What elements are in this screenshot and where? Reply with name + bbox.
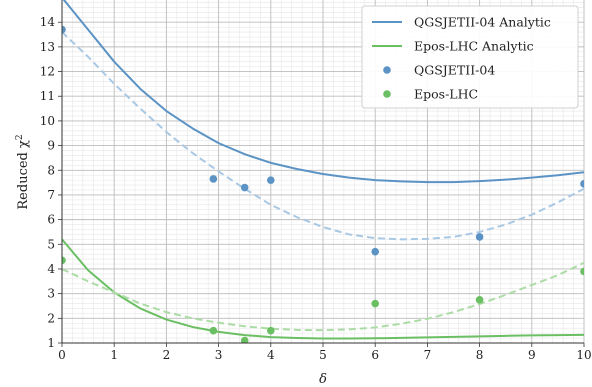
x-tick-label: 4 bbox=[267, 348, 275, 362]
x-tick-label: 8 bbox=[476, 348, 484, 362]
analytic-line bbox=[62, 238, 584, 340]
y-axis-label-main: Reduced χ bbox=[16, 140, 31, 210]
data-point bbox=[475, 296, 484, 304]
x-tick-labels: 0 1 2 3 4 5 6 7 8 9 10 bbox=[58, 348, 591, 362]
legend-dot-swatch bbox=[383, 66, 391, 74]
data-point bbox=[371, 247, 380, 256]
y-tick-label: 2 bbox=[47, 311, 55, 325]
y-axis-label-superscript: 2 bbox=[15, 134, 25, 140]
plot-area bbox=[62, 0, 584, 343]
dashed-fit-line bbox=[62, 261, 584, 332]
legend-label: QGSJETII-04 Analytic bbox=[414, 15, 551, 30]
x-tick-label: 1 bbox=[110, 348, 118, 362]
y-tick-label: 12 bbox=[40, 65, 55, 79]
y-tick-label: 11 bbox=[40, 89, 55, 103]
legend-dot-swatch bbox=[383, 90, 391, 98]
legend: QGSJETII-04 Analytic Epos-LHC Analytic QGS… bbox=[361, 5, 579, 109]
legend-label: QGSJETII-04 bbox=[414, 63, 495, 78]
y-tick-label: 6 bbox=[47, 213, 55, 227]
x-tick-label: 6 bbox=[371, 348, 379, 362]
y-tick-label: 7 bbox=[47, 188, 55, 202]
data-point bbox=[580, 180, 584, 188]
data-point bbox=[209, 326, 218, 335]
x-tick-label: 10 bbox=[576, 348, 591, 362]
legend-label: Epos-LHC Analytic bbox=[414, 39, 534, 54]
analytic-line bbox=[62, 0, 584, 184]
x-tick-label: 7 bbox=[424, 348, 432, 362]
y-tick-label: 4 bbox=[47, 262, 55, 276]
data-point bbox=[240, 183, 249, 192]
y-tick-label: 9 bbox=[47, 139, 55, 153]
data-point bbox=[371, 299, 380, 308]
data-point bbox=[580, 267, 584, 276]
dashed-fit-line bbox=[62, 31, 584, 241]
y-tick-label: 10 bbox=[40, 114, 55, 128]
x-tick-label: 9 bbox=[528, 348, 536, 362]
data-point bbox=[475, 233, 484, 241]
y-tick-label: 13 bbox=[40, 40, 55, 54]
x-axis-label: δ bbox=[319, 372, 327, 387]
y-tick-label: 14 bbox=[40, 15, 56, 29]
y-tick-label: 3 bbox=[47, 287, 55, 301]
data-point bbox=[62, 25, 66, 34]
axes-frame bbox=[61, 0, 584, 344]
data-point bbox=[209, 175, 218, 183]
legend-label: Epos-LHC bbox=[414, 87, 478, 102]
x-tick-label: 0 bbox=[58, 348, 66, 362]
x-tick-label: 3 bbox=[215, 348, 223, 362]
y-axis-label: Reduced χ2 bbox=[15, 134, 31, 209]
data-point bbox=[267, 176, 275, 184]
y-tick-label: 8 bbox=[47, 163, 55, 177]
data-point bbox=[62, 256, 66, 265]
y-tick-label: 1 bbox=[47, 336, 55, 350]
x-tick-label: 5 bbox=[319, 348, 327, 362]
y-tick-label: 5 bbox=[47, 237, 55, 251]
legend-box bbox=[361, 5, 579, 109]
x-tick-label: 2 bbox=[163, 348, 171, 362]
data-point bbox=[267, 326, 275, 335]
data-point bbox=[240, 336, 249, 343]
